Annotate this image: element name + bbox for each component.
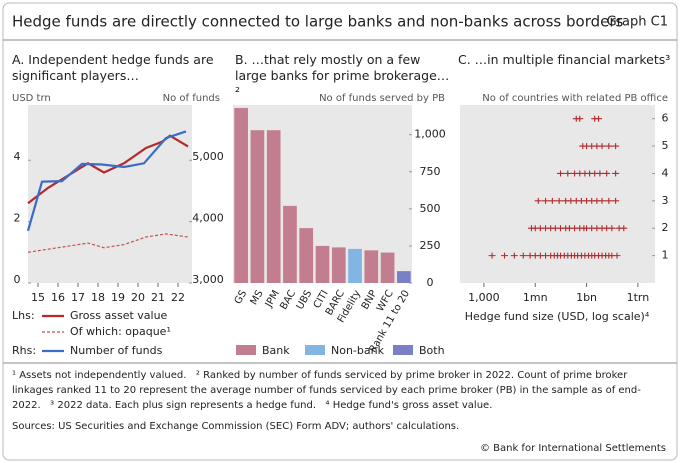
y-tick-label: 500 xyxy=(420,202,441,215)
bar xyxy=(315,245,330,283)
plus-marker xyxy=(605,197,613,204)
bar xyxy=(266,130,281,283)
x-tick-label: 16 xyxy=(51,291,65,304)
plus-marker xyxy=(555,197,563,204)
legend-group: Lhs: xyxy=(12,309,35,322)
plus-marker xyxy=(598,197,606,204)
y-tick-label: 1,000 xyxy=(414,128,446,141)
y-tick-label: 0 xyxy=(427,276,434,289)
y-tick-label: 750 xyxy=(420,165,441,178)
legend-swatch xyxy=(236,345,256,355)
plus-marker xyxy=(608,225,616,232)
legend-group: Rhs: xyxy=(12,344,36,357)
legend-label: Non-bank xyxy=(331,344,385,357)
plus-marker xyxy=(598,143,606,150)
plus-marker xyxy=(488,252,496,259)
plus-marker xyxy=(519,252,527,259)
y-tick-label: 4 xyxy=(662,166,669,179)
plus-marker xyxy=(613,252,621,259)
plus-marker xyxy=(595,115,603,122)
y-tick-label: 5 xyxy=(662,139,669,152)
y-axis-label: No of countries with related PB office xyxy=(482,93,668,104)
bar xyxy=(331,247,346,283)
y-axis-label: USD trn xyxy=(12,93,51,104)
line xyxy=(27,233,189,253)
y-tick-label: 250 xyxy=(420,239,441,252)
x-tick-label: 15 xyxy=(31,291,45,304)
y2-axis-label: No of funds xyxy=(163,93,220,104)
y-tick-label: 4 xyxy=(14,150,21,163)
bar xyxy=(364,250,379,283)
plus-marker xyxy=(603,170,611,177)
y-tick-label: 3 xyxy=(662,194,669,207)
legend-label: Number of funds xyxy=(70,344,163,357)
legend-swatch xyxy=(393,345,413,355)
panel-title: B. …that rely mostly on a few large bank… xyxy=(235,52,450,99)
y2-tick-label: 3,000 xyxy=(192,273,224,286)
graph-title: Hedge funds are directly connected to la… xyxy=(12,13,624,31)
plot-area xyxy=(28,105,192,283)
x-tick-label: 1bn xyxy=(576,291,597,304)
y-tick-label: 6 xyxy=(662,112,669,125)
plus-marker xyxy=(548,197,556,204)
y-tick-label: 1 xyxy=(662,249,669,262)
y-tick-label: 2 xyxy=(14,212,21,225)
bar xyxy=(397,271,411,283)
x-tick-label: 17 xyxy=(71,291,85,304)
x-axis-label: Hedge fund size (USD, log scale)⁴ xyxy=(465,310,650,323)
plus-marker xyxy=(501,252,509,259)
plus-marker xyxy=(534,197,542,204)
plus-marker xyxy=(576,115,584,122)
y-tick-label: 0 xyxy=(14,273,21,286)
copyright: © Bank for International Settlements xyxy=(479,443,666,454)
bar xyxy=(348,248,362,283)
graph-id: Graph C1 xyxy=(607,15,668,30)
panel-title: C. …in multiple financial markets³ xyxy=(458,52,671,67)
x-tick-label: GS xyxy=(233,289,250,307)
x-tick-label: 20 xyxy=(131,291,145,304)
x-tick-label: 1mn xyxy=(523,291,548,304)
plus-marker xyxy=(557,170,565,177)
bar xyxy=(250,130,265,283)
x-tick-label: 1,000 xyxy=(468,291,500,304)
bar xyxy=(234,107,248,283)
plus-marker xyxy=(612,170,620,177)
panel-title: A. Independent hedge funds are significa… xyxy=(12,52,214,83)
y-tick-label: 2 xyxy=(662,221,669,234)
footnotes: ¹ Assets not independently valued. ² Ran… xyxy=(12,370,641,411)
y2-tick-label: 5,000 xyxy=(192,150,224,163)
bar xyxy=(283,205,297,283)
line xyxy=(26,130,187,232)
plus-marker xyxy=(596,170,604,177)
plus-marker xyxy=(542,197,550,204)
x-tick-label: 18 xyxy=(91,291,105,304)
plus-marker xyxy=(605,143,613,150)
bar xyxy=(380,252,395,283)
plus-marker xyxy=(510,252,518,259)
x-tick-label: 1trn xyxy=(627,291,650,304)
x-tick-label: UBS xyxy=(295,289,315,312)
y2-tick-label: 4,000 xyxy=(192,212,224,225)
plus-marker xyxy=(564,170,572,177)
legend-label: Bank xyxy=(262,344,290,357)
legend-label: Gross asset value xyxy=(70,309,168,322)
sources: Sources: US Securities and Exchange Comm… xyxy=(12,421,460,432)
x-tick-label: BAC xyxy=(278,288,298,311)
plus-marker xyxy=(620,225,628,232)
x-tick-label: 21 xyxy=(151,291,165,304)
plus-marker xyxy=(612,143,620,150)
legend-label: Of which: opaque¹ xyxy=(70,325,171,338)
plus-marker xyxy=(612,197,620,204)
bar xyxy=(299,228,314,283)
y-axis-label: No of funds served by PB xyxy=(319,93,445,104)
legend-label: Both xyxy=(419,344,445,357)
x-tick-label: 19 xyxy=(111,291,125,304)
legend-swatch xyxy=(305,345,325,355)
x-tick-label: 22 xyxy=(171,291,185,304)
